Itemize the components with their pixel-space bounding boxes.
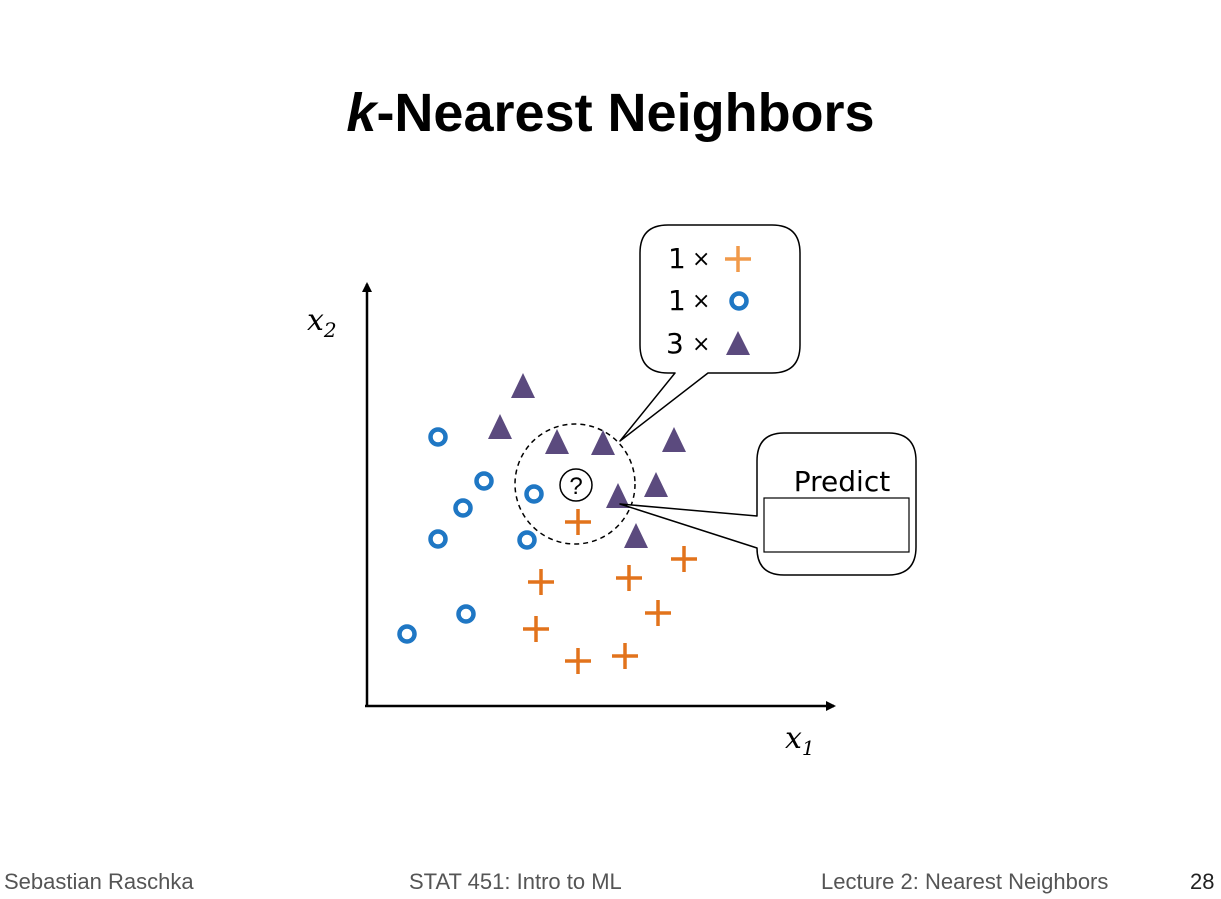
- circle-icon: [729, 291, 749, 311]
- x-axis-label: x1: [785, 721, 815, 760]
- footer-lecture: Lecture 2: Nearest Neighbors: [821, 869, 1109, 894]
- circle-point: [397, 624, 417, 644]
- footer-page-number: 28: [1190, 869, 1215, 894]
- plus-point: [528, 569, 554, 595]
- y-axis-label: x2: [307, 303, 337, 342]
- triangle-point: [606, 483, 630, 508]
- title-k: k: [346, 83, 377, 143]
- footer-author: Sebastian Raschka: [4, 869, 194, 894]
- plus-point: [612, 643, 638, 669]
- vote-callout-bubble: [619, 224, 801, 442]
- circle-point: [474, 471, 494, 491]
- triangle-point: [662, 427, 686, 452]
- plus-point: [616, 565, 642, 591]
- class-circles: [397, 427, 544, 644]
- vote-times-plus: ×: [692, 247, 710, 272]
- query-mark: ?: [569, 473, 582, 500]
- y-axis-subscript: 2: [323, 318, 337, 342]
- plus-point: [565, 509, 591, 535]
- triangle-point: [644, 472, 668, 497]
- circle-point: [453, 498, 473, 518]
- vote-count-circle: 1: [668, 284, 686, 317]
- plus-icon: [725, 246, 751, 272]
- footer-course: STAT 451: Intro to ML: [409, 869, 622, 894]
- vote-count-triangle: 3: [666, 327, 684, 360]
- title-rest: -Nearest Neighbors: [376, 83, 875, 143]
- circle-point: [517, 530, 537, 550]
- predict-answer-box: [763, 497, 910, 553]
- predict-label: Predict: [794, 465, 890, 498]
- class-triangles: [488, 373, 686, 548]
- vote-count-plus: 1: [668, 242, 686, 275]
- neighborhood-circle: [514, 423, 636, 545]
- plus-point: [565, 648, 591, 674]
- vote-times-triangle: ×: [692, 332, 710, 357]
- class-pluses: [523, 509, 697, 674]
- triangle-point: [511, 373, 535, 398]
- circle-point: [428, 529, 448, 549]
- vote-callout: 1 × 1 × 3 ×: [619, 224, 801, 442]
- circle-point: [456, 604, 476, 624]
- triangle-point: [591, 430, 615, 455]
- triangle-point: [624, 523, 648, 548]
- circle-point: [428, 427, 448, 447]
- triangle-icon: [726, 331, 750, 355]
- predict-callout: Predict: [619, 432, 917, 576]
- query-point: ?: [559, 468, 593, 502]
- x-axis-letter: x: [785, 721, 802, 756]
- triangle-point: [488, 414, 512, 439]
- circle-point: [524, 484, 544, 504]
- plus-point: [645, 600, 671, 626]
- x-axis-subscript: 1: [802, 736, 815, 760]
- plus-point: [671, 546, 697, 572]
- vote-times-circle: ×: [692, 289, 710, 314]
- y-axis-letter: x: [307, 303, 324, 338]
- triangle-point: [545, 429, 569, 454]
- query-circle: [559, 468, 593, 502]
- plus-point: [523, 616, 549, 642]
- slide-title: k-Nearest Neighbors: [0, 78, 1221, 148]
